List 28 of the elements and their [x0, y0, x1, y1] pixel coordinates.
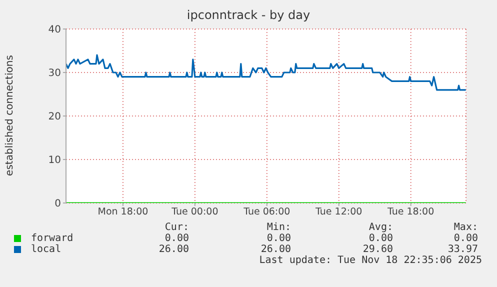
- legend-label: local: [30, 244, 62, 255]
- x-tick-label: Tue 06:00: [242, 206, 290, 218]
- y-tick-label: 20: [48, 112, 61, 123]
- text: 0.00: [452, 233, 478, 244]
- text: Min:: [266, 222, 291, 233]
- text: Avg:: [368, 222, 393, 233]
- text: Cur:: [164, 222, 189, 233]
- x-tick-label: Tue 12:00: [314, 206, 362, 218]
- x-tick-label: Tue 18:00: [386, 206, 434, 218]
- text: 33.97: [446, 244, 478, 255]
- x-tick-label: Tue 00:00: [170, 206, 218, 218]
- y-tick-label: 40: [48, 24, 61, 36]
- text: 29.60: [362, 244, 393, 255]
- text: 26.00: [260, 244, 291, 255]
- y-tick-label: 0: [54, 198, 61, 210]
- x-tick-label: Mon 18:00: [98, 206, 148, 218]
- text: 0.00: [164, 233, 189, 244]
- text: Max:: [452, 222, 478, 233]
- chart-title: ipconntrack - by day: [186, 8, 312, 22]
- line-series: [66, 54, 466, 91]
- text: 0.00: [368, 233, 393, 244]
- y-tick-label: 10: [48, 155, 61, 166]
- legend-label: forward: [30, 233, 74, 244]
- text: 0.00: [266, 233, 291, 244]
- y-tick-label: 30: [48, 68, 61, 80]
- text: Last update: Tue Nov 18 22:35:06 2025: [258, 255, 482, 266]
- text: 26.00: [158, 244, 189, 255]
- y-axis-title: established connections: [4, 54, 16, 178]
